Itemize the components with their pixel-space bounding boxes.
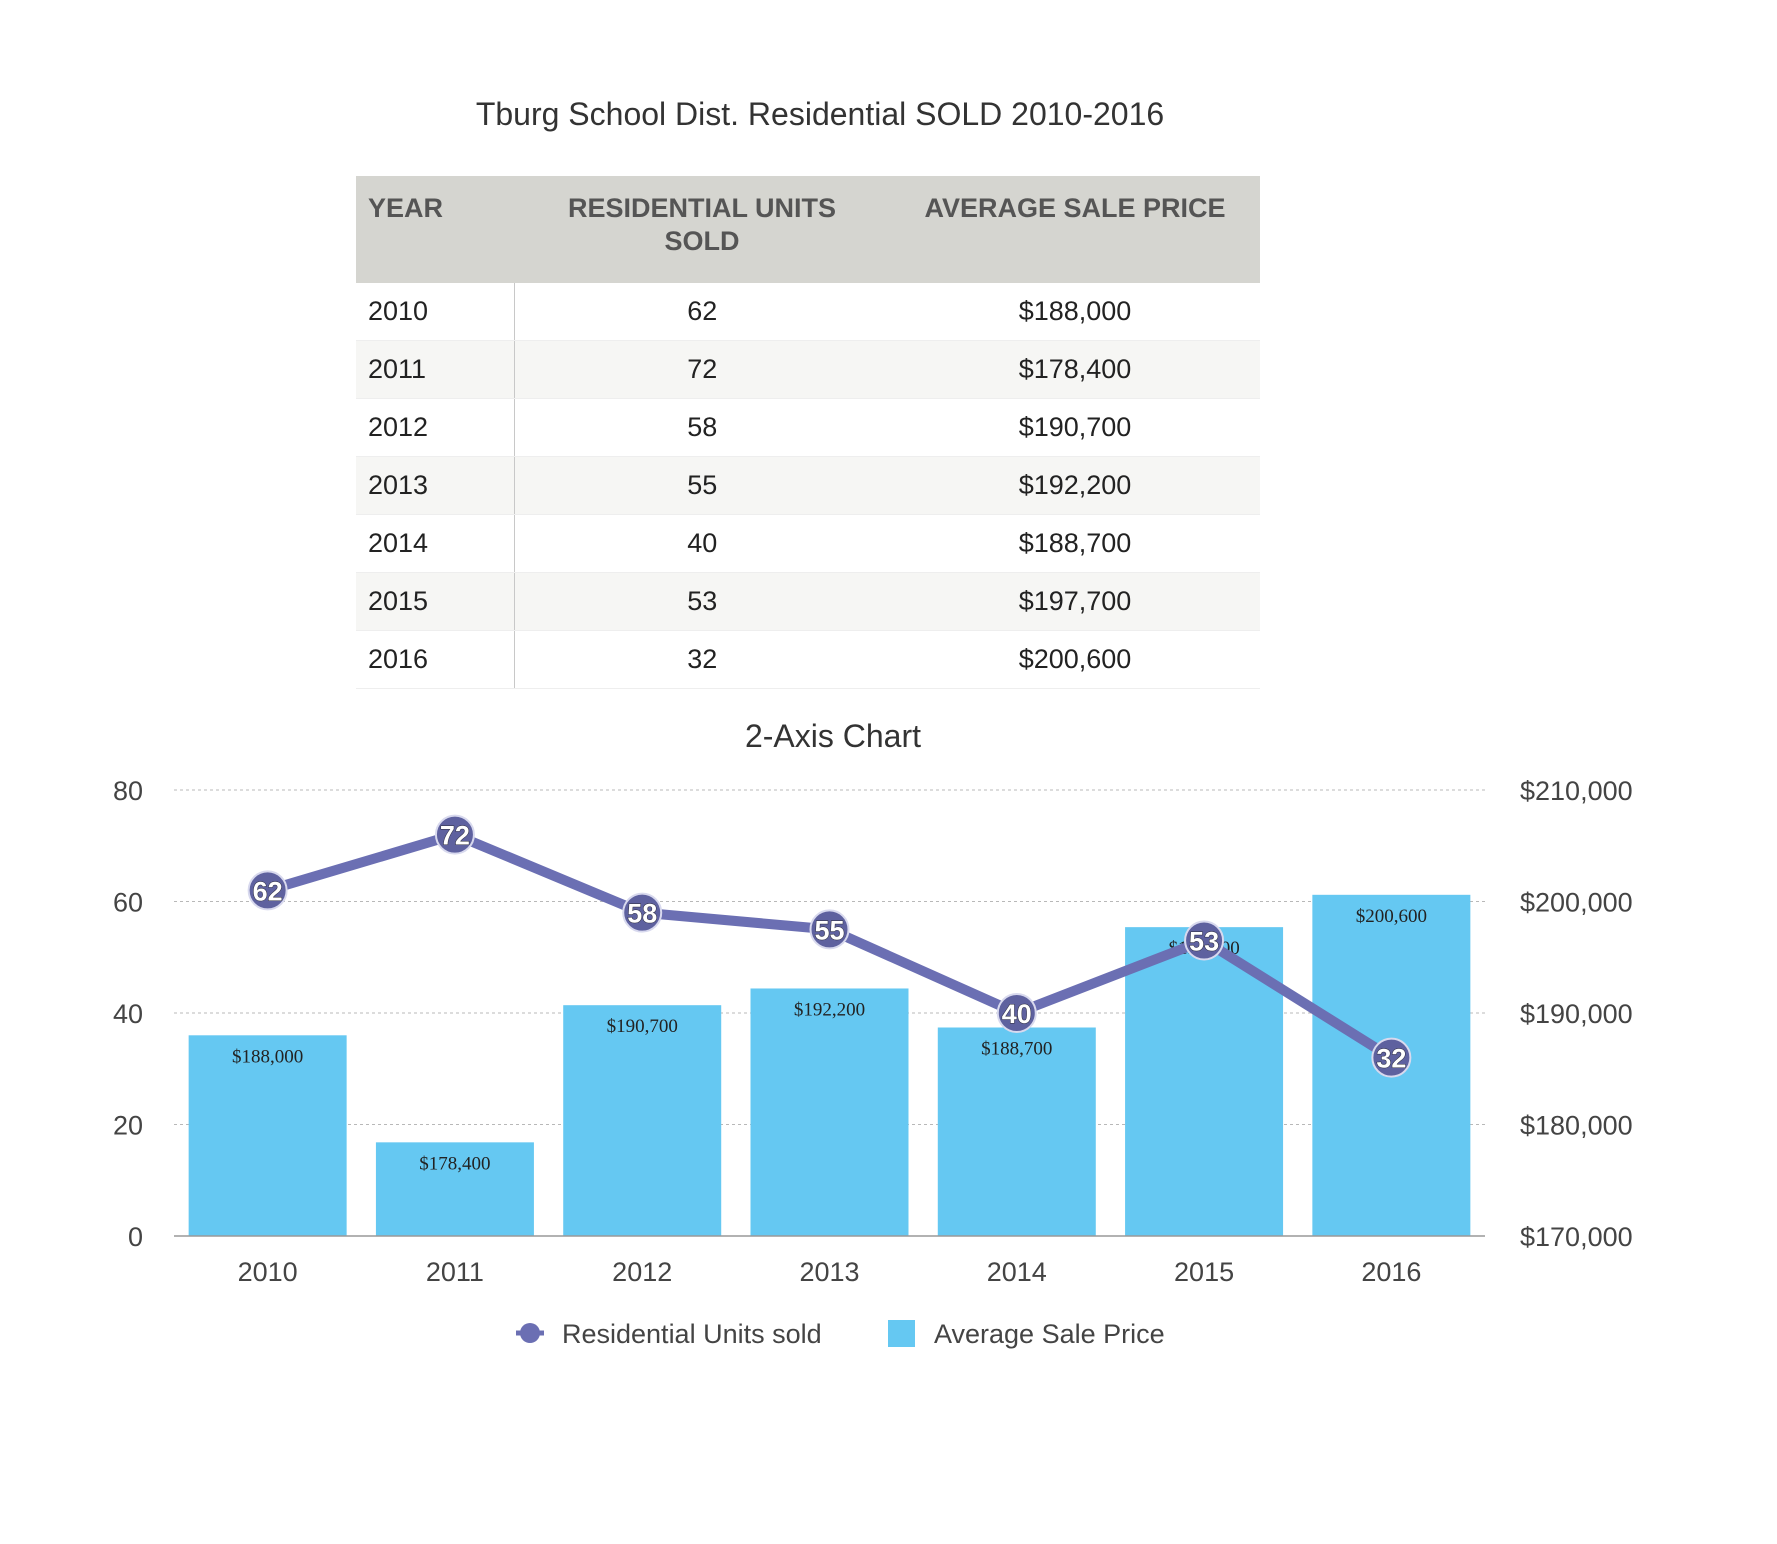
units-sold-point bbox=[996, 993, 1037, 1033]
units-sold-label: 72 bbox=[440, 821, 470, 851]
units-sold-point bbox=[434, 814, 475, 855]
table-row: 2016 32 $200,600 bbox=[356, 630, 1260, 689]
x-tick-label: 2012 bbox=[612, 1257, 672, 1287]
cell-units: 58 bbox=[514, 398, 890, 457]
x-tick-label: 2010 bbox=[238, 1257, 298, 1287]
units-sold-point bbox=[809, 909, 850, 950]
y-right-tick-label: $210,000 bbox=[1520, 776, 1633, 806]
y-right-tick-label: $180,000 bbox=[1520, 1111, 1633, 1141]
bar bbox=[750, 988, 909, 1236]
cell-units: 72 bbox=[514, 340, 890, 399]
cell-units: 55 bbox=[514, 456, 890, 515]
header-units: RESIDENTIAL UNITS SOLD bbox=[514, 176, 890, 283]
cell-price: $178,400 bbox=[890, 340, 1260, 399]
page-title: Tburg School Dist. Residential SOLD 2010… bbox=[475, 96, 1165, 132]
cell-price: $200,600 bbox=[890, 630, 1260, 689]
cell-year: 2010 bbox=[356, 283, 515, 341]
units-sold-label: 58 bbox=[627, 899, 657, 929]
header-price: AVERAGE SALE PRICE bbox=[890, 176, 1260, 283]
units-sold-point bbox=[1371, 1037, 1412, 1078]
units-sold-label: 40 bbox=[1002, 999, 1032, 1029]
bar-value-label: $188,000 bbox=[232, 1046, 303, 1067]
table-row: 2011 72 $178,400 bbox=[356, 340, 1260, 399]
bar-value-label: $192,200 bbox=[794, 999, 865, 1020]
units-sold-label: 53 bbox=[1189, 927, 1219, 957]
legend-label-price: Average Sale Price bbox=[934, 1319, 1165, 1349]
table-row: 2015 53 $197,700 bbox=[356, 572, 1260, 631]
chart-title: 2-Axis Chart bbox=[744, 718, 922, 754]
x-tick-label: 2013 bbox=[799, 1257, 859, 1287]
cell-year: 2015 bbox=[356, 572, 515, 631]
bar-value-label: $188,700 bbox=[981, 1038, 1052, 1059]
y-left-tick-label: 20 bbox=[113, 1111, 143, 1141]
units-sold-point bbox=[247, 870, 288, 911]
cell-price: $188,000 bbox=[890, 283, 1260, 341]
y-left-tick-label: 60 bbox=[113, 888, 143, 918]
x-tick-label: 2016 bbox=[1361, 1257, 1421, 1287]
units-sold-label: 55 bbox=[814, 915, 844, 945]
table-row: 2014 40 $188,700 bbox=[356, 514, 1260, 573]
cell-year: 2014 bbox=[356, 514, 515, 573]
y-left-tick-label: 40 bbox=[113, 999, 143, 1029]
cell-year: 2011 bbox=[356, 340, 515, 399]
x-tick-label: 2015 bbox=[1174, 1257, 1234, 1287]
legend-bar-swatch bbox=[888, 1320, 915, 1347]
cell-year: 2016 bbox=[356, 630, 515, 689]
units-sold-point bbox=[1184, 920, 1225, 961]
header-year: YEAR bbox=[356, 176, 514, 283]
bar-value-label: $200,600 bbox=[1356, 906, 1427, 927]
units-sold-point bbox=[622, 892, 663, 933]
cell-units: 32 bbox=[514, 630, 890, 689]
x-tick-label: 2014 bbox=[987, 1257, 1047, 1287]
x-tick-label: 2011 bbox=[426, 1257, 484, 1287]
table-row: 2013 55 $192,200 bbox=[356, 456, 1260, 515]
cell-price: $192,200 bbox=[890, 456, 1260, 515]
units-sold-label: 62 bbox=[253, 876, 283, 906]
y-right-tick-label: $200,000 bbox=[1520, 888, 1633, 918]
cell-price: $188,700 bbox=[890, 514, 1260, 573]
cell-units: 62 bbox=[514, 283, 890, 341]
bar bbox=[188, 1035, 347, 1236]
cell-price: $190,700 bbox=[890, 398, 1260, 457]
y-right-tick-label: $190,000 bbox=[1520, 999, 1633, 1029]
bar bbox=[937, 1027, 1096, 1236]
legend-label-units: Residential Units sold bbox=[562, 1319, 822, 1349]
units-sold-label: 32 bbox=[1376, 1044, 1406, 1074]
bar-value-label: $190,700 bbox=[607, 1016, 678, 1037]
y-right-tick-label: $170,000 bbox=[1520, 1222, 1633, 1252]
cell-year: 2013 bbox=[356, 456, 515, 515]
sales-table: YEAR RESIDENTIAL UNITS SOLD AVERAGE SALE … bbox=[356, 176, 1260, 689]
cell-units: 53 bbox=[514, 572, 890, 631]
table-header-row: YEAR RESIDENTIAL UNITS SOLD AVERAGE SALE … bbox=[356, 176, 1260, 283]
cell-year: 2012 bbox=[356, 398, 515, 457]
y-left-tick-label: 80 bbox=[113, 776, 143, 806]
bar-value-label: $178,400 bbox=[419, 1153, 490, 1174]
y-left-tick-label: 0 bbox=[128, 1222, 143, 1252]
table-row: 2010 62 $188,000 bbox=[356, 283, 1260, 341]
cell-price: $197,700 bbox=[890, 572, 1260, 631]
table-row: 2012 58 $190,700 bbox=[356, 398, 1260, 457]
bar bbox=[563, 1005, 722, 1236]
bar bbox=[375, 1142, 534, 1236]
cell-units: 40 bbox=[514, 514, 890, 573]
